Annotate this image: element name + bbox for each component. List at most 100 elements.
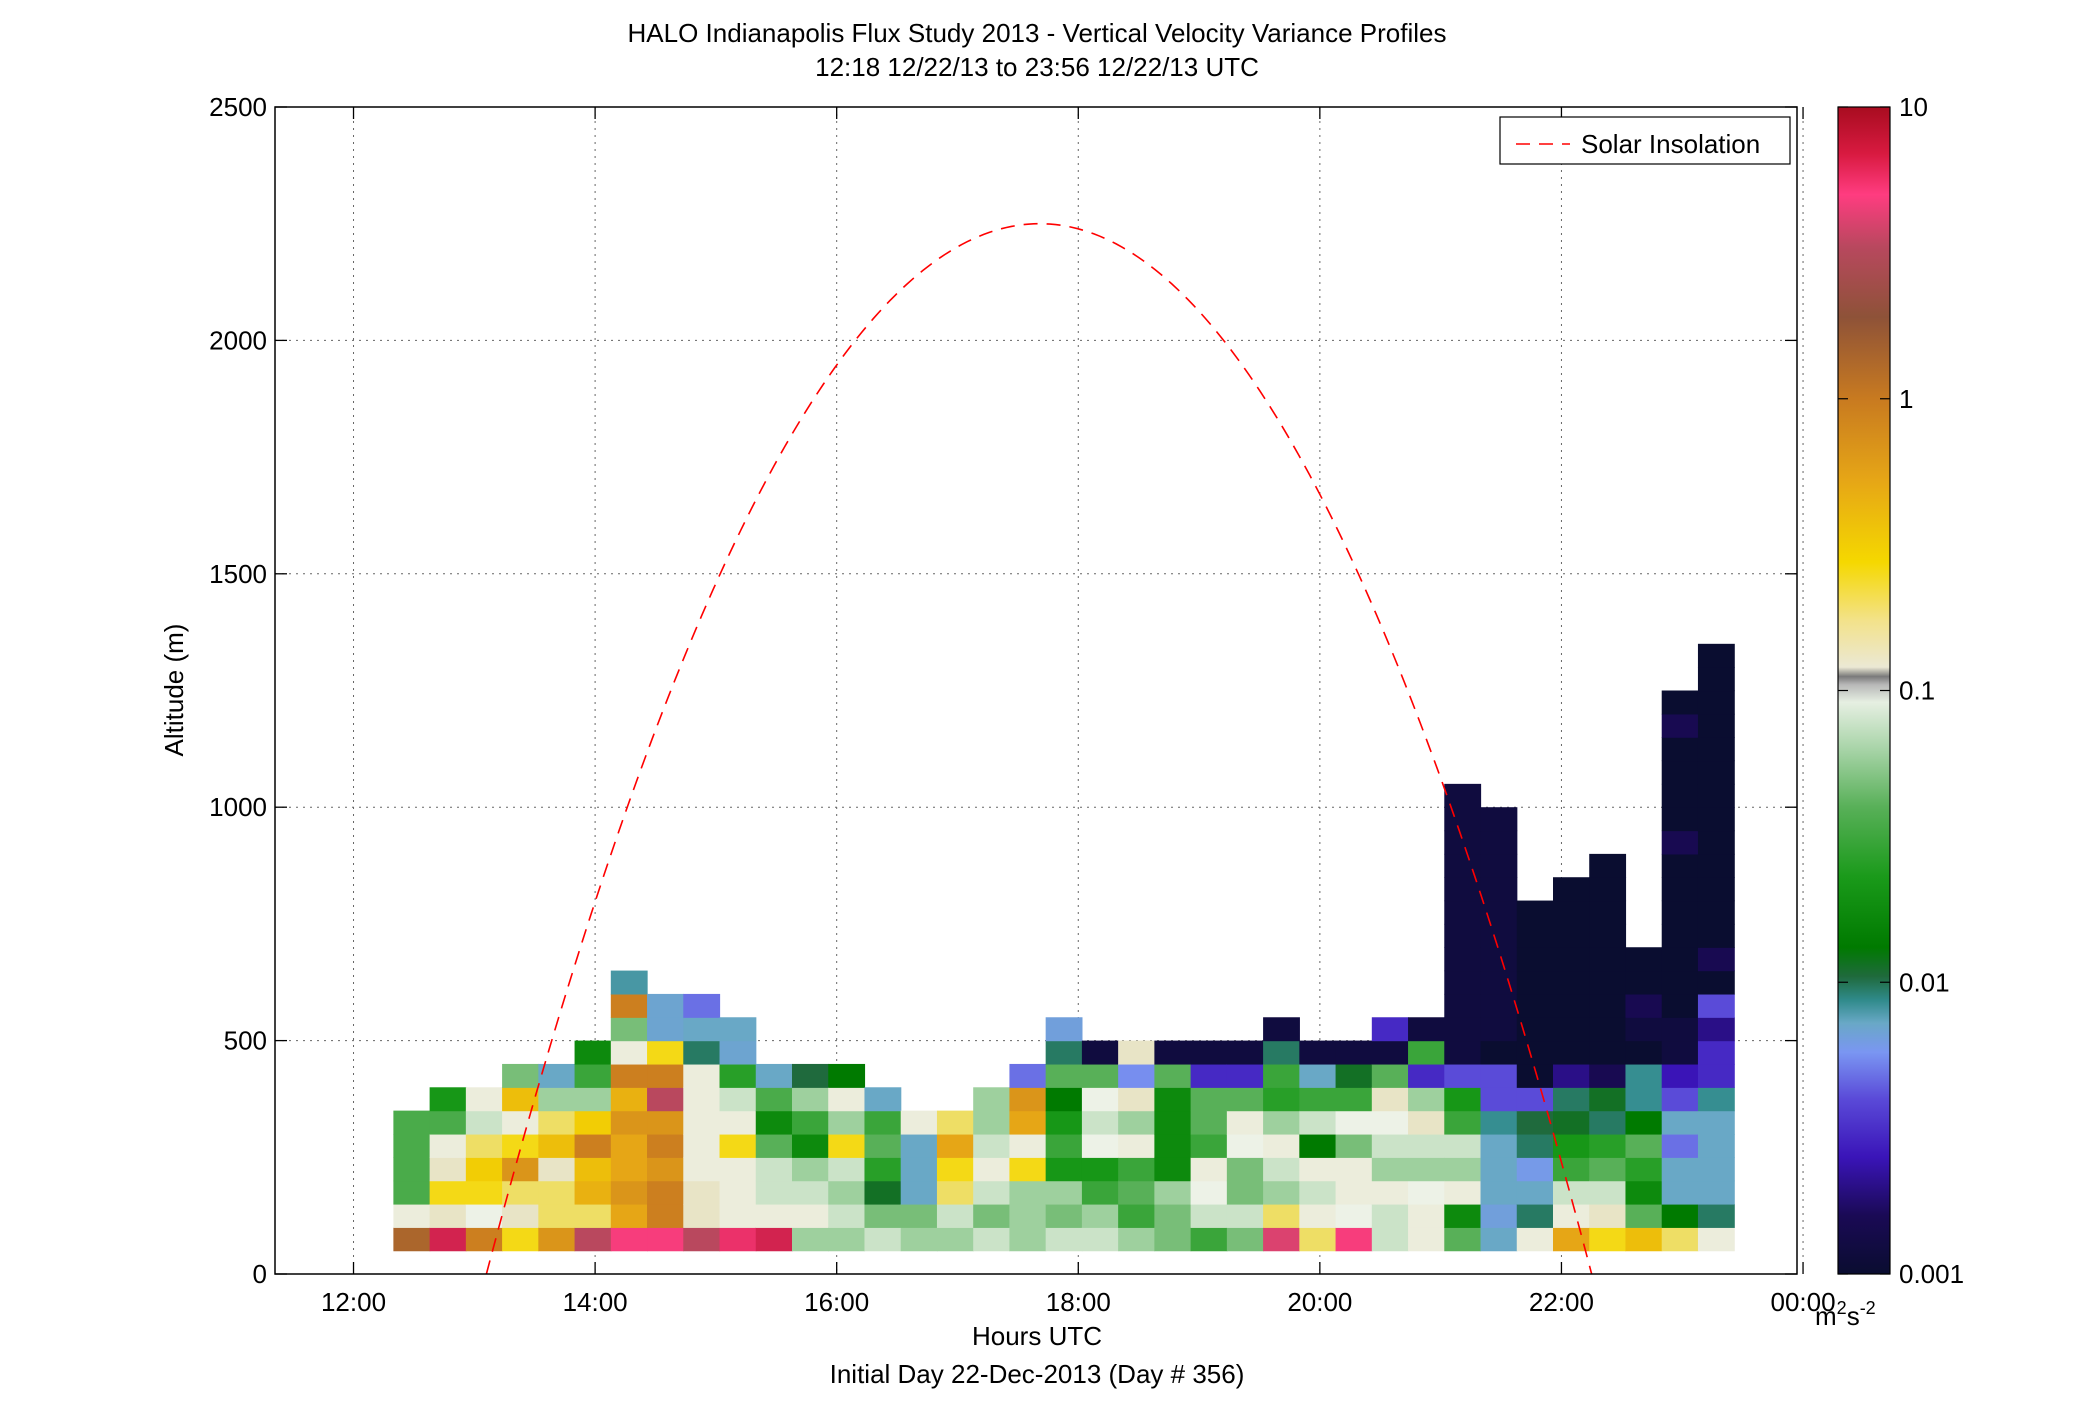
heatmap-cell-23-6 [1226, 1087, 1264, 1112]
heatmap-cell-34-0 [1625, 1227, 1663, 1252]
legend-entry-solar: Solar Insolation [1581, 129, 1760, 159]
heatmap-cell-3-0 [502, 1227, 539, 1252]
heatmap-cell-21-0 [1154, 1227, 1192, 1252]
heatmap-cell-0-2 [393, 1180, 431, 1205]
heatmap-cell-30-12 [1480, 947, 1518, 972]
heatmap-cell-33-7 [1589, 1063, 1627, 1088]
heatmap-cell-8-5 [683, 1110, 721, 1135]
heatmap-cell-11-7 [792, 1063, 829, 1088]
heatmap-cell-19-7 [1081, 1063, 1119, 1088]
heatmap-cell-7-4 [647, 1133, 684, 1158]
heatmap-cell-33-6 [1589, 1087, 1627, 1112]
heatmap-cell-30-4 [1480, 1133, 1518, 1158]
heatmap-cell-1-6 [429, 1087, 467, 1112]
heatmap-cell-0-3 [393, 1157, 431, 1182]
heatmap-cell-21-5 [1154, 1110, 1192, 1135]
heatmap-cell-18-8 [1045, 1040, 1083, 1065]
heatmap-cell-33-11 [1589, 970, 1627, 995]
heatmap-cell-36-24 [1697, 667, 1735, 692]
heatmap-cell-35-9 [1661, 1017, 1699, 1042]
x-axis-label: Hours UTC [972, 1321, 1102, 1351]
heatmap-cell-8-4 [683, 1133, 721, 1158]
heatmap-cell-21-2 [1154, 1180, 1192, 1205]
heatmap-cell-5-8 [574, 1040, 612, 1065]
heatmap-cell-5-4 [574, 1133, 612, 1158]
heatmap-cell-31-5 [1516, 1110, 1554, 1135]
heatmap-cell-32-3 [1553, 1157, 1590, 1182]
heatmap-cell-32-13 [1553, 923, 1590, 948]
heatmap-cell-30-8 [1480, 1040, 1518, 1065]
heatmap-cell-33-10 [1589, 993, 1627, 1018]
heatmap-cell-36-12 [1697, 947, 1735, 972]
y-tick-label-3: 1500 [209, 559, 267, 589]
heatmap-cell-28-6 [1408, 1087, 1445, 1112]
heatmap-cell-0-1 [393, 1203, 431, 1228]
heatmap-cell-35-23 [1661, 690, 1699, 715]
x-tick-label-4: 20:00 [1287, 1287, 1352, 1317]
heatmap-cell-31-8 [1516, 1040, 1554, 1065]
heatmap-cell-32-6 [1553, 1087, 1590, 1112]
heatmap-cell-30-0 [1480, 1227, 1518, 1252]
heatmap-cell-1-2 [429, 1180, 467, 1205]
heatmap-cell-19-3 [1081, 1157, 1119, 1182]
heatmap-cell-33-1 [1589, 1203, 1627, 1228]
x-axis-sublabel: Initial Day 22-Dec-2013 (Day # 356) [830, 1359, 1245, 1389]
heatmap-cell-27-2 [1371, 1180, 1409, 1205]
heatmap-cell-29-2 [1444, 1180, 1482, 1205]
heatmap-cell-32-15 [1553, 877, 1590, 902]
legend-box [1499, 116, 1791, 165]
heatmap-cell-20-3 [1118, 1157, 1155, 1182]
heatmap-cell-11-4 [792, 1133, 829, 1158]
heatmap-cell-30-18 [1480, 807, 1518, 832]
heatmap-cell-7-8 [647, 1040, 684, 1065]
heatmap-cell-34-1 [1625, 1203, 1663, 1228]
x-tick-label-6: 00:00 [1771, 1287, 1836, 1317]
heatmap-cell-15-4 [936, 1133, 974, 1158]
heatmap-cell-22-5 [1190, 1110, 1228, 1135]
heatmap-cell-36-10 [1697, 993, 1735, 1018]
heatmap-cell-13-2 [864, 1180, 902, 1205]
heatmap-cell-30-5 [1480, 1110, 1518, 1135]
heatmap-cell-32-1 [1553, 1203, 1590, 1228]
heatmap-cell-17-0 [1009, 1227, 1047, 1252]
heatmap-cell-34-10 [1625, 993, 1663, 1018]
heatmap-cell-7-9 [647, 1017, 684, 1042]
heatmap-cell-34-5 [1625, 1110, 1663, 1135]
heatmap-cell-11-5 [792, 1110, 829, 1135]
heatmap-cell-6-11 [610, 970, 648, 995]
heatmap-cell-22-3 [1190, 1157, 1228, 1182]
heatmap-cell-30-10 [1480, 993, 1518, 1018]
heatmap-cell-31-11 [1516, 970, 1554, 995]
heatmap-cell-8-7 [683, 1063, 721, 1088]
heatmap-cell-25-8 [1299, 1040, 1337, 1065]
heatmap-cell-11-1 [792, 1203, 829, 1228]
heatmap-cell-34-11 [1625, 970, 1663, 995]
heatmap-cell-13-3 [864, 1157, 902, 1182]
heatmap-cell-35-15 [1661, 877, 1699, 902]
heatmap-cell-9-1 [719, 1203, 757, 1228]
heatmap-cell-5-0 [574, 1227, 612, 1252]
heatmap-cell-30-7 [1480, 1063, 1518, 1088]
heatmap-cell-19-5 [1081, 1110, 1119, 1135]
heatmap-cell-4-2 [538, 1180, 576, 1205]
heatmap-cell-20-8 [1118, 1040, 1155, 1065]
heatmap-cell-32-4 [1553, 1133, 1590, 1158]
heatmap-cell-17-6 [1009, 1087, 1047, 1112]
heatmap-cell-35-20 [1661, 760, 1699, 785]
x-tick-label-1: 14:00 [563, 1287, 628, 1317]
heatmap-cell-34-12 [1625, 947, 1663, 972]
heatmap-cell-33-3 [1589, 1157, 1627, 1182]
heatmap-cell-36-21 [1697, 737, 1735, 762]
heatmap-cell-33-4 [1589, 1133, 1627, 1158]
heatmap-cell-0-0 [393, 1227, 431, 1252]
heatmap-cell-33-12 [1589, 947, 1627, 972]
heatmap-cell-30-16 [1480, 853, 1518, 878]
unit-sup-2: 2 [1837, 1298, 1847, 1318]
heatmap-cell-18-5 [1045, 1110, 1083, 1135]
heatmap-cell-8-3 [683, 1157, 721, 1182]
y-axis-label: Altitude (m) [159, 624, 189, 757]
heatmap-cell-29-7 [1444, 1063, 1482, 1088]
heatmap-cell-13-6 [864, 1087, 902, 1112]
heatmap-cell-29-9 [1444, 1017, 1482, 1042]
colorbar: 0.001 0.01 0.1 1 10 m2s-2 [1815, 92, 1964, 1331]
